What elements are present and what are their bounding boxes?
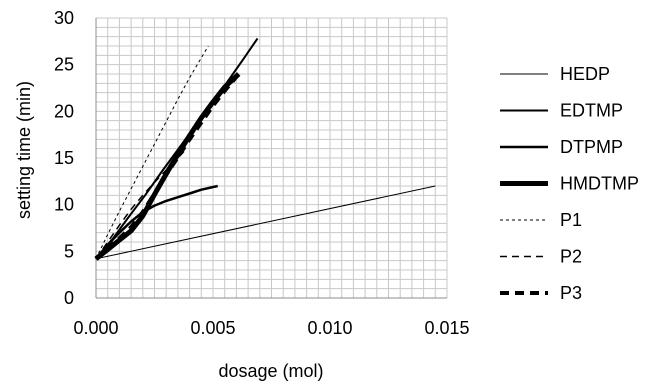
y-tick-label: 20 <box>54 101 74 121</box>
y-tick-label: 15 <box>54 148 74 168</box>
y-tick-label: 5 <box>64 241 74 261</box>
axes-layer <box>95 18 447 299</box>
x-tick-label: 0.010 <box>307 318 352 338</box>
legend: HEDP EDTMP DTPMP HMDTMP P1 P2 P3 <box>500 64 639 303</box>
grid-layer <box>96 17 448 298</box>
series-line-p3 <box>94 75 238 261</box>
y-axis-title: setting time (min) <box>14 81 34 219</box>
x-tick-label: 0.015 <box>424 318 469 338</box>
y-tick-label: 30 <box>54 8 74 28</box>
series-line-p1 <box>95 45 209 260</box>
legend-label-edtmp: EDTMP <box>560 101 623 121</box>
x-tick-label: 0.005 <box>190 318 235 338</box>
legend-label-dtpmp: DTPMP <box>560 137 623 157</box>
x-axis-title: dosage (mol) <box>218 361 323 381</box>
legend-label-hedp: HEDP <box>560 64 610 84</box>
legend-label-hmdtmp: HMDTMP <box>560 174 639 194</box>
series-line-dtpmp <box>95 184 218 260</box>
series-line-hedp <box>95 185 436 260</box>
y-tick-label: 25 <box>54 55 74 75</box>
legend-label-p1: P1 <box>560 210 582 230</box>
series-layer <box>94 37 436 261</box>
x-tick-label: 0.000 <box>73 318 118 338</box>
x-tick-labels: 0.000 0.005 0.010 0.015 <box>73 318 469 338</box>
legend-label-p2: P2 <box>560 247 582 267</box>
legend-label-p3: P3 <box>560 283 582 303</box>
y-tick-label: 10 <box>54 195 74 215</box>
y-tick-labels: 0 5 10 15 20 25 30 <box>54 8 74 308</box>
y-tick-label: 0 <box>64 288 74 308</box>
